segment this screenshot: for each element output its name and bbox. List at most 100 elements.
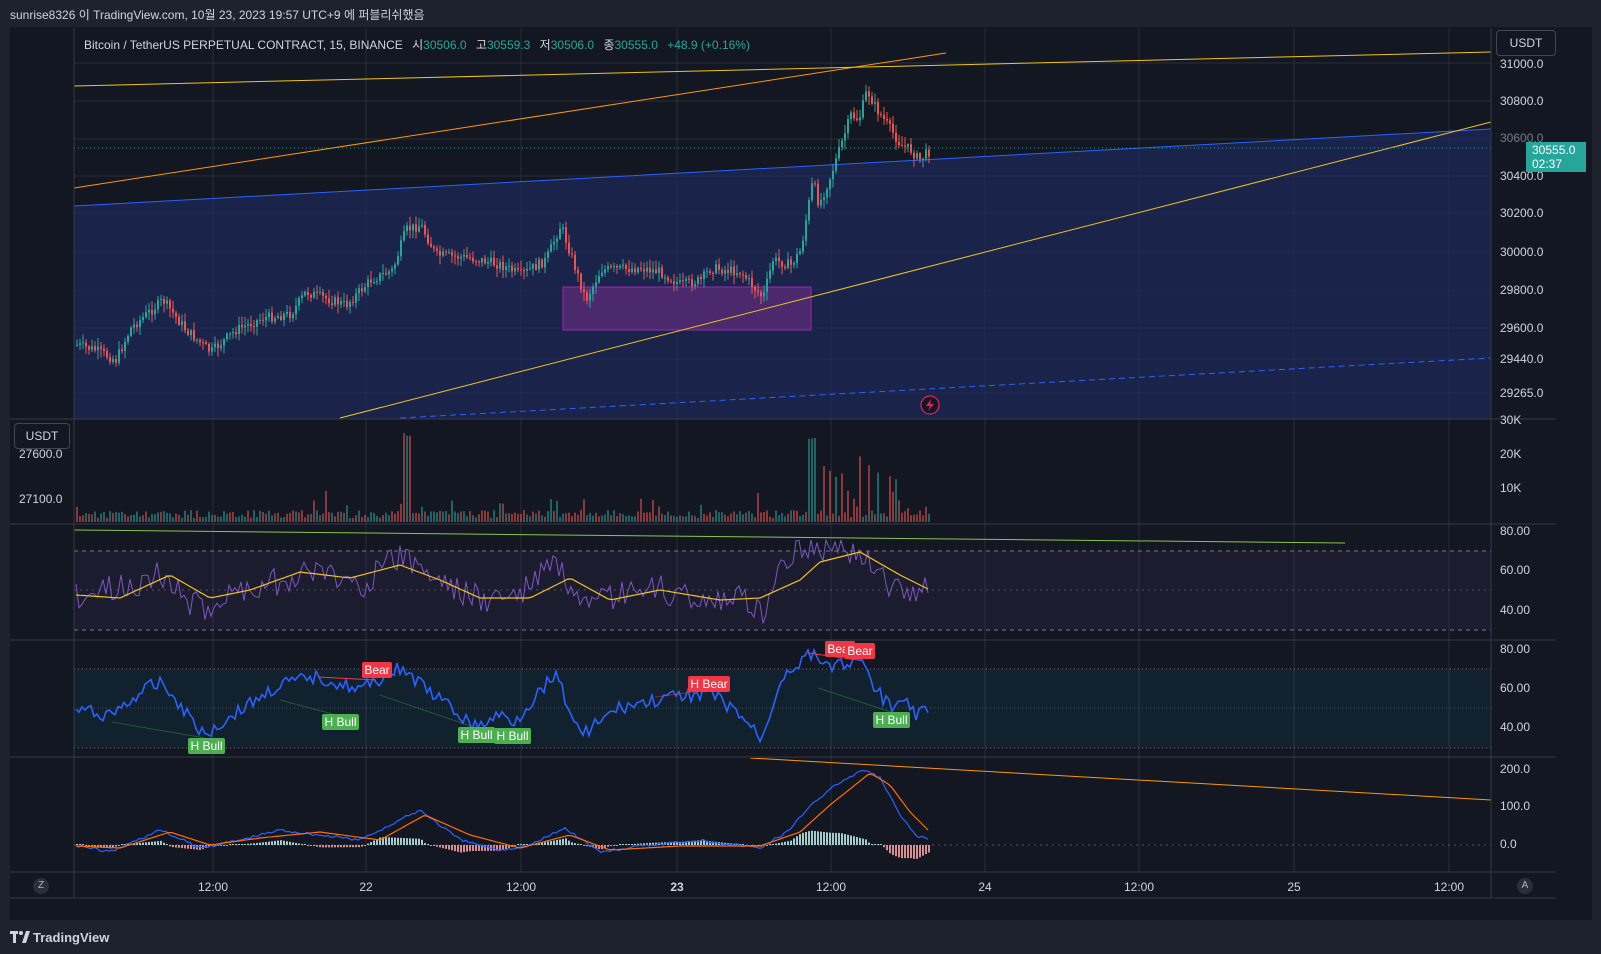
volume-bar — [733, 511, 735, 522]
macd-hist-bar — [175, 845, 177, 848]
macd-hist-bar — [337, 845, 339, 848]
macd-hist-bar — [358, 845, 360, 848]
macd-hist-bar — [454, 845, 456, 852]
candle-body — [844, 133, 846, 141]
candle-body — [115, 358, 117, 363]
candle-body — [625, 264, 627, 269]
macd-hist-bar — [391, 837, 393, 845]
macd-hist-bar — [148, 841, 150, 845]
volume-bar — [742, 514, 744, 522]
rsi2-axis-label: 80.00 — [1500, 642, 1530, 656]
candle-body — [808, 200, 810, 221]
volume-bar — [193, 517, 195, 522]
volume-bar — [334, 516, 336, 522]
volume-bar — [802, 514, 804, 522]
z-button[interactable]: Z — [33, 878, 49, 894]
lightning-icon[interactable] — [920, 395, 940, 415]
macd-hist-bar — [355, 845, 357, 848]
macd-hist-bar — [859, 837, 861, 845]
candle-body — [814, 183, 816, 185]
signal-line — [75, 773, 929, 851]
volume-bar — [346, 505, 348, 522]
volume-bar — [226, 513, 228, 522]
volume-bar — [133, 514, 135, 522]
volume-bar — [181, 517, 183, 522]
volume-bar — [667, 511, 669, 522]
candle-body — [652, 269, 654, 273]
volume-bar — [547, 511, 549, 522]
macd-hist-bar — [292, 842, 294, 845]
macd-hist-bar — [307, 845, 309, 846]
macd-hist-bar — [691, 840, 693, 845]
candle-body — [400, 240, 402, 257]
volume-bar — [559, 516, 561, 522]
candle-body — [862, 100, 864, 118]
macd-hist-bar — [223, 845, 225, 846]
candle-body — [787, 259, 789, 269]
time-axis-label: 23 — [670, 880, 684, 894]
price-axis-label: 30600.0 — [1500, 131, 1544, 145]
candle-body — [232, 332, 234, 334]
volume-bar — [886, 516, 888, 522]
left-axis-label: 27600.0 — [19, 447, 63, 461]
time-axis-label: 12:00 — [198, 880, 228, 894]
macd-hist-bar — [343, 845, 345, 848]
candle-body — [742, 274, 744, 276]
macd-hist-bar — [643, 843, 645, 845]
volume-bar — [811, 438, 813, 522]
volume-bar — [250, 517, 252, 522]
a-button[interactable]: A — [1517, 878, 1533, 894]
time-axis-label: 12:00 — [506, 880, 536, 894]
candle-body — [181, 321, 183, 325]
volume-bar — [448, 514, 450, 522]
macd-hist-bar — [430, 845, 432, 846]
candle-body — [439, 250, 441, 256]
volume-bar — [913, 514, 915, 522]
candle-body — [562, 227, 564, 229]
macd-hist-bar — [187, 845, 189, 849]
volume-bar — [748, 510, 750, 522]
candle-body — [388, 271, 390, 275]
candle-body — [649, 267, 651, 273]
candle-body — [832, 170, 834, 180]
volume-bar — [601, 515, 603, 522]
volume-bar — [682, 516, 684, 522]
volume-bar — [919, 510, 921, 522]
symbol-name: Bitcoin / TetherUS PERPETUAL CONTRACT, 1… — [84, 38, 403, 52]
macd-hist-bar — [109, 845, 111, 849]
candle-body — [448, 252, 450, 254]
macd-hist-bar — [634, 843, 636, 845]
candle-body — [247, 323, 249, 326]
tradingview-logo[interactable]: TradingView — [10, 930, 109, 945]
macd-hist-bar — [832, 832, 834, 845]
candle-body — [511, 265, 513, 272]
bear-label-box — [845, 643, 875, 659]
brand-text: TradingView — [33, 930, 110, 945]
volume-bar — [139, 516, 141, 522]
volume-bar — [274, 513, 276, 522]
candle-body — [829, 179, 831, 190]
volume-bar — [232, 511, 234, 522]
price-pane[interactable] — [74, 51, 1491, 419]
volume-bar — [238, 516, 240, 522]
macd-hist-bar — [232, 844, 234, 845]
left-currency-button[interactable]: USDT — [14, 423, 70, 449]
macd-hist-bar — [853, 836, 855, 845]
candle-body — [853, 112, 855, 119]
macd-hist-bar — [115, 845, 117, 847]
macd-hist-bar — [886, 845, 888, 851]
bear-label: H Bear — [690, 677, 727, 691]
volume-bar — [703, 513, 705, 522]
candle-body — [175, 312, 177, 317]
candle-body — [253, 326, 255, 328]
candle-body — [88, 346, 90, 350]
macd-hist-bar — [106, 845, 108, 849]
macd-hist-bar — [907, 845, 909, 859]
open-value: 30506.0 — [423, 38, 467, 52]
candle-body — [610, 266, 612, 268]
macd-hist-bar — [310, 845, 312, 846]
volume-bar — [670, 515, 672, 522]
volume-bar — [607, 510, 609, 522]
currency-button[interactable]: USDT — [1496, 30, 1556, 56]
